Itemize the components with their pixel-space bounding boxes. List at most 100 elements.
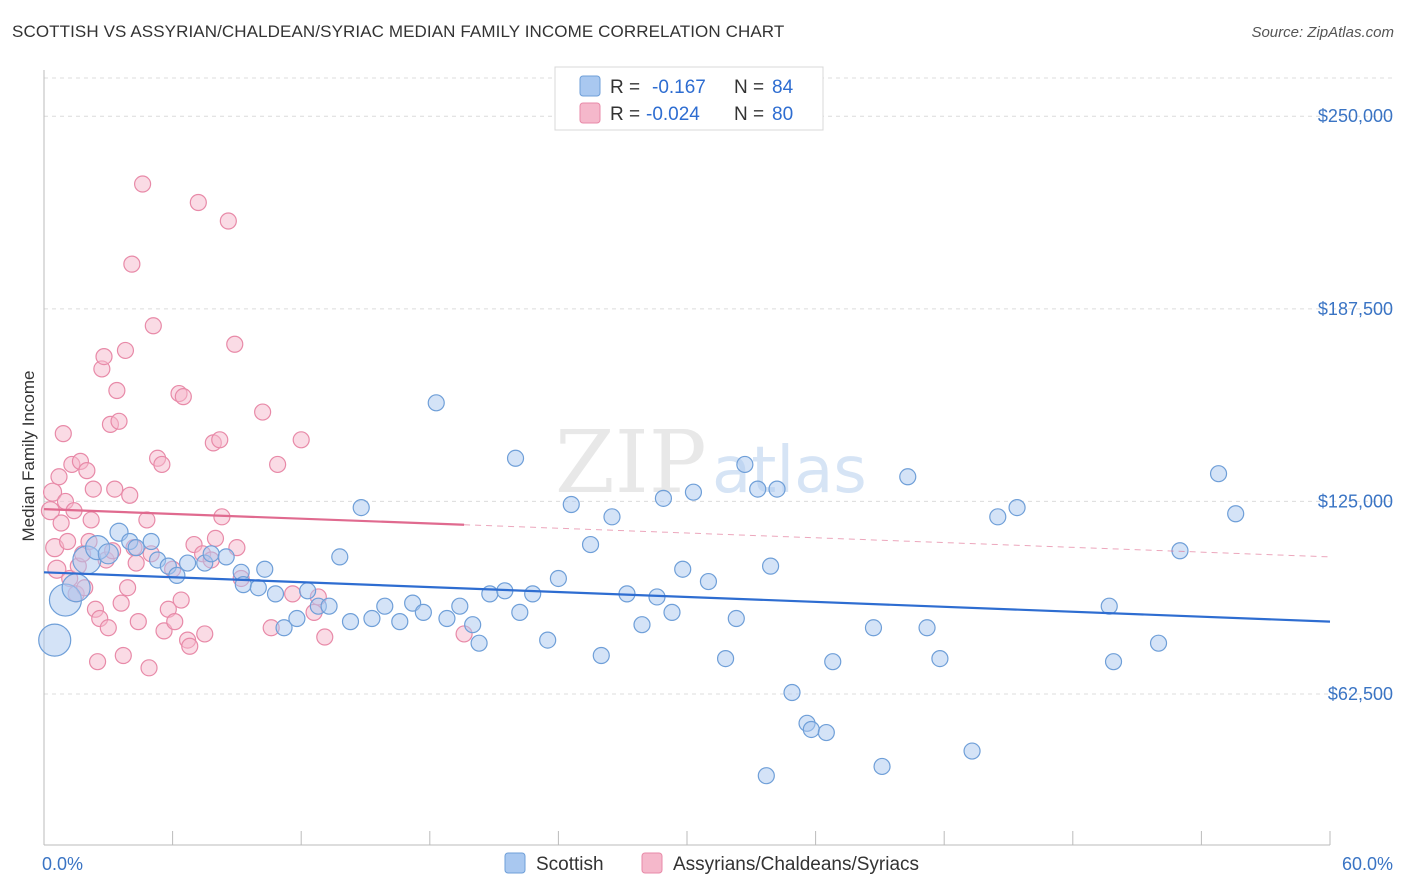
assyrian-point	[254, 403, 272, 421]
assyrian-point	[140, 659, 158, 677]
assyrian-point	[181, 637, 199, 655]
scottish-point	[864, 619, 883, 637]
assyrian-point	[84, 480, 102, 498]
assyrian-point	[269, 455, 287, 474]
scottish-point	[97, 543, 119, 565]
legend-n-value-1: 84	[772, 77, 794, 98]
scottish-point	[506, 449, 525, 467]
scottish-point	[352, 498, 370, 517]
assyrian-point	[121, 486, 139, 504]
scottish-point	[438, 609, 456, 628]
watermark-atlas: atlas	[712, 434, 867, 508]
legend-n-label-1: N =	[734, 77, 764, 98]
scottish-point	[549, 569, 568, 588]
assyrian-point	[50, 468, 68, 486]
assyrian-point	[106, 480, 124, 498]
assyrian-point	[196, 625, 214, 643]
y-tick-label: $125,000	[1318, 491, 1393, 511]
scottish-point	[127, 539, 145, 557]
scottish-point	[716, 649, 735, 668]
legend-n-value-2: 80	[772, 104, 793, 125]
legend-r-label-2: R =	[610, 104, 640, 125]
watermark-zip: ZIP	[555, 413, 707, 513]
legend-r-label-1: R =	[610, 77, 640, 98]
scottish-point	[1149, 634, 1168, 652]
assyrian-point	[172, 591, 190, 609]
scottish-point	[1100, 597, 1118, 615]
scottish-point	[202, 545, 220, 563]
assyrian-point	[138, 511, 156, 529]
scottish-point	[524, 585, 542, 603]
scottish-point	[1171, 542, 1189, 560]
scottish-point	[414, 603, 432, 621]
y-tick-label: $187,500	[1318, 299, 1393, 319]
scottish-point	[562, 495, 580, 514]
scottish-point	[757, 767, 775, 785]
assyrian-point	[95, 347, 113, 366]
scottish-point	[581, 535, 600, 554]
assyrian-point	[78, 462, 96, 480]
scottish-point	[217, 548, 235, 566]
legend-swatch-assyrians	[579, 102, 601, 124]
assyrian-point	[316, 628, 334, 646]
x-tick-label-min: 0.0%	[42, 854, 83, 874]
assyrian-point	[129, 613, 147, 631]
scottish-point	[817, 723, 835, 742]
assyrian-point	[127, 554, 145, 572]
assyrian-point	[206, 529, 225, 548]
scottish-point	[963, 742, 981, 760]
assyrian-point	[166, 613, 184, 631]
scottish-point	[824, 653, 842, 671]
scottish-point	[539, 631, 557, 649]
bottom-legend-assyrians: Assyrians/Chaldeans/Syriacs	[673, 854, 919, 875]
scottish-point	[331, 548, 349, 566]
legend-swatch-scottish	[579, 75, 601, 97]
y-tick-label: $62,500	[1328, 684, 1393, 704]
scottish-point	[451, 597, 469, 615]
assyrian-point	[116, 341, 135, 360]
scottish-point	[249, 579, 267, 597]
scottish-point	[918, 619, 936, 637]
x-tick-labels: 0.0% 60.0%	[42, 854, 1393, 874]
trend-line-scottish	[43, 571, 1331, 623]
scottish-point	[363, 609, 381, 628]
scottish-point	[142, 532, 160, 551]
assyrian-point	[54, 425, 72, 443]
trend-lines	[43, 508, 1331, 623]
assyrian-point	[114, 646, 132, 665]
assyrian-point	[211, 431, 229, 449]
legend: R = -0.167 N = 84 R = -0.024 N = 80	[554, 66, 824, 131]
scottish-point	[511, 603, 529, 621]
chart-title: SCOTTISH VS ASSYRIAN/CHALDEAN/SYRIAC MED…	[12, 22, 785, 41]
scottish-point	[391, 613, 409, 631]
axes	[43, 70, 1331, 846]
scottish-point	[783, 683, 801, 702]
scottish-point	[654, 489, 673, 507]
scottish-point	[802, 720, 820, 739]
y-axis-title: Median Family Income	[19, 370, 38, 541]
scottish-point	[179, 554, 197, 572]
scottish-point	[288, 609, 306, 628]
scottish-point	[275, 619, 293, 637]
scottish-point	[38, 623, 72, 657]
legend-r-value-1: -0.167	[652, 77, 706, 98]
assyrian-point	[153, 455, 171, 474]
assyrian-point	[219, 212, 237, 230]
scottish-point	[663, 603, 681, 621]
assyrian-point	[82, 511, 100, 529]
scottish-point	[699, 572, 718, 591]
scottish-point	[989, 508, 1007, 526]
trend-line-assyrians	[43, 508, 465, 526]
y-tick-label: $250,000	[1318, 106, 1393, 126]
scottish-point	[61, 573, 91, 603]
assyrian-point	[112, 594, 130, 612]
scottish-point	[470, 634, 488, 652]
scottish-point	[427, 394, 445, 412]
scottish-point	[674, 560, 692, 578]
scottish-point	[684, 483, 703, 501]
bottom-legend-scottish: Scottish	[536, 854, 604, 875]
scottish-point	[1104, 653, 1123, 671]
scottish-point	[376, 597, 394, 615]
scottish-point	[931, 649, 949, 668]
assyrian-point	[42, 482, 63, 502]
